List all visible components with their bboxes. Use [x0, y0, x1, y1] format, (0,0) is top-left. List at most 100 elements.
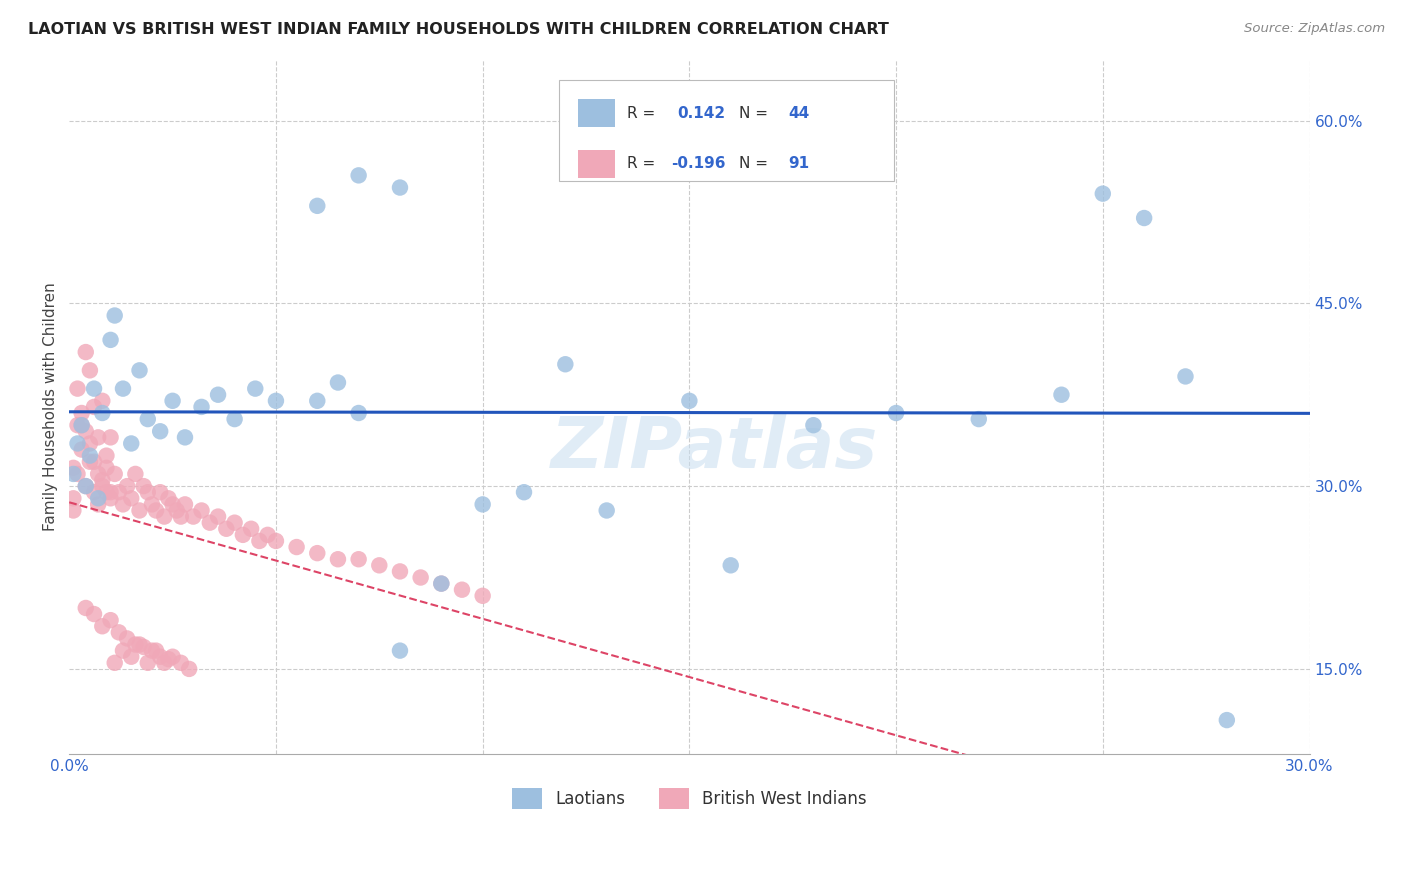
Point [1050, 388, 1073, 402]
Point [83, 455, 105, 469]
Point [111, 497, 134, 511]
Point [100, 613, 122, 627]
FancyBboxPatch shape [578, 150, 614, 178]
Point [87, 497, 110, 511]
Point [83, 607, 105, 621]
Point [162, 393, 184, 408]
Point [215, 522, 238, 536]
Point [430, 576, 453, 591]
Text: N =: N = [740, 156, 773, 171]
Legend: Laotians, British West Indians: Laotians, British West Indians [505, 781, 873, 815]
Point [153, 509, 176, 524]
Point [388, 180, 411, 194]
Text: 0.142: 0.142 [676, 105, 725, 120]
Point [91, 479, 114, 493]
Point [120, 491, 142, 506]
Point [430, 576, 453, 591]
Text: ZIPatlas: ZIPatlas [551, 414, 877, 483]
Point [967, 412, 990, 426]
Point [149, 485, 172, 500]
Text: -0.196: -0.196 [671, 156, 725, 171]
Point [307, 546, 329, 560]
Point [162, 649, 184, 664]
Point [141, 497, 163, 511]
Point [451, 582, 474, 597]
Point [132, 640, 155, 654]
Point [115, 632, 138, 646]
Point [224, 412, 246, 426]
Point [124, 467, 146, 481]
Point [264, 533, 287, 548]
Point [190, 400, 212, 414]
Point [120, 436, 142, 450]
Point [128, 503, 150, 517]
Point [1133, 211, 1156, 225]
Point [181, 509, 204, 524]
Point [554, 357, 576, 371]
Point [83, 485, 105, 500]
Point [153, 656, 176, 670]
Point [100, 333, 122, 347]
Point [91, 619, 114, 633]
Point [66, 382, 89, 396]
FancyBboxPatch shape [560, 80, 894, 181]
Point [149, 649, 172, 664]
Point [115, 479, 138, 493]
Point [207, 388, 229, 402]
Point [124, 638, 146, 652]
Point [100, 485, 122, 500]
Point [104, 309, 127, 323]
Point [128, 363, 150, 377]
Point [326, 552, 349, 566]
Point [149, 424, 172, 438]
Point [100, 430, 122, 444]
Text: 44: 44 [789, 105, 810, 120]
Point [232, 528, 254, 542]
Point [136, 485, 159, 500]
Point [66, 467, 89, 481]
Point [104, 656, 127, 670]
Point [62, 460, 84, 475]
Point [62, 467, 84, 481]
Point [136, 656, 159, 670]
Point [75, 479, 97, 493]
Point [162, 497, 184, 511]
Point [368, 558, 391, 573]
Point [388, 643, 411, 657]
Text: R =: R = [627, 105, 661, 120]
Text: R =: R = [627, 156, 661, 171]
Text: 91: 91 [789, 156, 810, 171]
Point [174, 497, 197, 511]
Point [79, 449, 101, 463]
Point [1174, 369, 1197, 384]
Point [111, 643, 134, 657]
Point [108, 485, 131, 500]
Point [596, 503, 619, 517]
Point [307, 199, 329, 213]
Point [513, 485, 536, 500]
FancyBboxPatch shape [578, 99, 614, 127]
Point [347, 552, 370, 566]
Point [91, 406, 114, 420]
Point [75, 424, 97, 438]
Point [157, 652, 180, 666]
Point [83, 382, 105, 396]
Point [132, 479, 155, 493]
Y-axis label: Family Households with Children: Family Households with Children [44, 283, 58, 532]
Point [100, 491, 122, 506]
Point [720, 558, 742, 573]
Point [70, 406, 93, 420]
Point [75, 601, 97, 615]
Point [91, 473, 114, 487]
Point [157, 491, 180, 506]
Point [62, 503, 84, 517]
Point [96, 460, 118, 475]
Point [347, 169, 370, 183]
Point [170, 656, 193, 670]
Text: LAOTIAN VS BRITISH WEST INDIAN FAMILY HOUSEHOLDS WITH CHILDREN CORRELATION CHART: LAOTIAN VS BRITISH WEST INDIAN FAMILY HO… [28, 22, 889, 37]
Point [66, 436, 89, 450]
Point [75, 345, 97, 359]
Point [240, 522, 263, 536]
Point [224, 516, 246, 530]
Point [678, 393, 700, 408]
